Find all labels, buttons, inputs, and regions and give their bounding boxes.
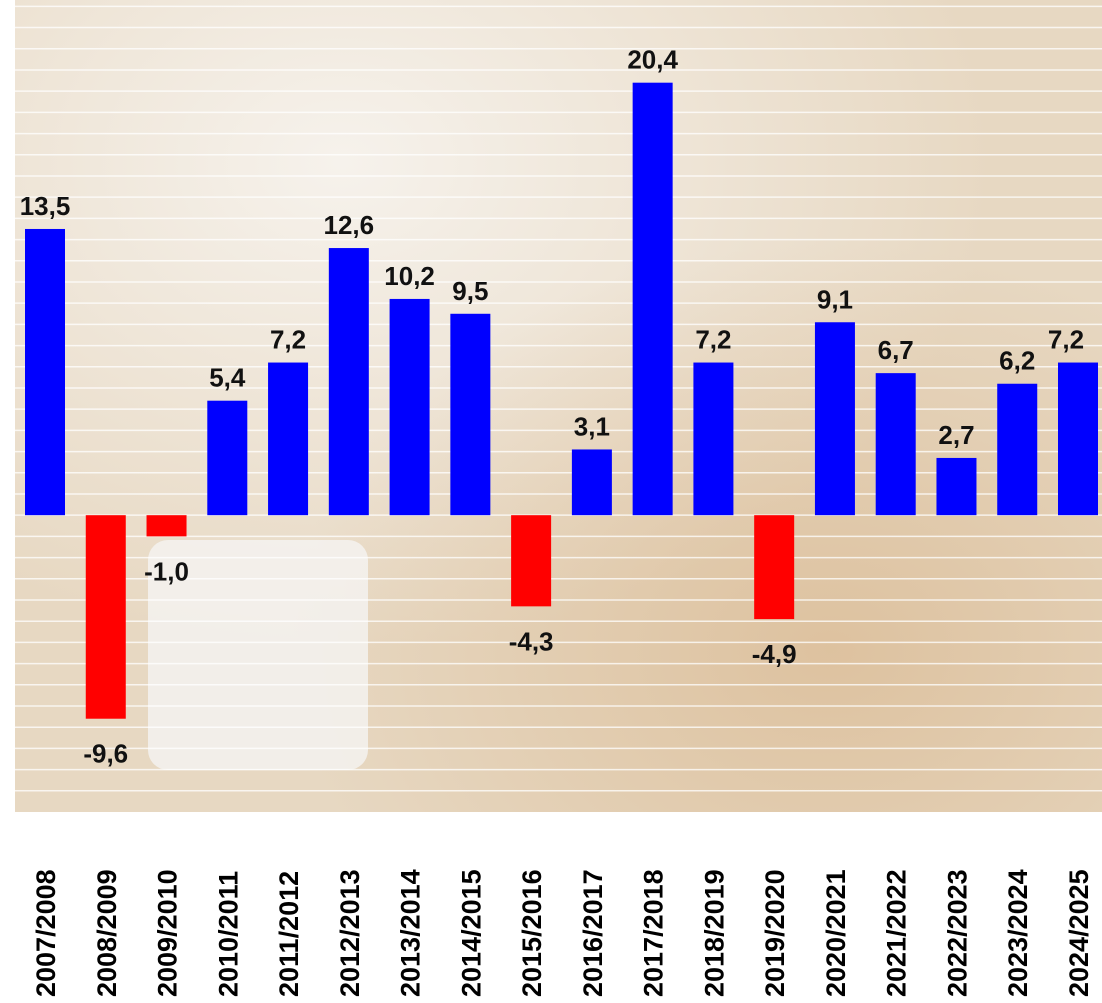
- bar: [511, 515, 552, 607]
- value-label: -4,3: [509, 626, 554, 656]
- x-tick-label: 2007/2008: [31, 869, 61, 997]
- bar: [754, 515, 795, 620]
- bar: [1058, 362, 1098, 516]
- x-tick-label: 2009/2010: [153, 869, 183, 997]
- bar: [25, 228, 65, 516]
- value-label: 9,1: [817, 284, 853, 314]
- x-tick-label: 2012/2013: [335, 869, 365, 997]
- bar: [632, 82, 673, 516]
- value-label: 2,7: [938, 420, 974, 450]
- value-label: 7,2: [270, 325, 306, 355]
- x-tick-label: 2022/2023: [942, 869, 972, 997]
- bar: [207, 400, 248, 516]
- bar: [328, 248, 369, 516]
- x-tick-label: 2017/2018: [639, 869, 669, 997]
- x-tick-label: 2020/2021: [821, 869, 851, 997]
- bar: [936, 457, 977, 516]
- value-label: 6,2: [999, 346, 1035, 376]
- x-tick-label: 2023/2024: [1003, 869, 1033, 997]
- x-tick-label: 2010/2011: [213, 871, 243, 997]
- bar: [85, 515, 126, 719]
- x-tick-label: 2016/2017: [578, 869, 608, 997]
- value-label: -1,0: [144, 556, 189, 586]
- x-tick-label: 2011/2012: [274, 871, 304, 997]
- value-label: 9,5: [452, 276, 488, 306]
- x-tick-label: 2021/2022: [882, 869, 912, 997]
- bar: [268, 362, 309, 516]
- x-tick-label: 2018/2019: [699, 869, 729, 997]
- value-label: 7,2: [1048, 325, 1084, 355]
- value-label: -9,6: [83, 739, 128, 769]
- bar: [997, 383, 1038, 516]
- x-tick-label: 2013/2014: [396, 869, 426, 997]
- value-label: -4,9: [752, 639, 797, 669]
- plot-background: [15, 0, 1102, 812]
- bar: [693, 362, 734, 516]
- value-label: 6,7: [878, 335, 914, 365]
- value-label: 5,4: [209, 363, 246, 393]
- x-tick-label: 2014/2015: [456, 869, 486, 997]
- x-tick-label: 2015/2016: [517, 869, 547, 997]
- x-tick-label: 2024/2025: [1064, 869, 1094, 997]
- x-tick-label: 2019/2020: [760, 869, 790, 997]
- bar: [571, 449, 612, 516]
- bar: [814, 322, 855, 516]
- value-label: 13,5: [20, 191, 71, 221]
- bar: [875, 373, 916, 516]
- x-tick-label: 2008/2009: [92, 869, 122, 997]
- bar: [450, 313, 491, 516]
- value-label: 12,6: [324, 210, 375, 240]
- bar: [146, 515, 187, 537]
- value-label: 20,4: [627, 45, 678, 75]
- bar: [389, 298, 430, 516]
- value-label: 7,2: [695, 325, 731, 355]
- value-label: 3,1: [574, 411, 610, 441]
- value-label: 10,2: [384, 261, 435, 291]
